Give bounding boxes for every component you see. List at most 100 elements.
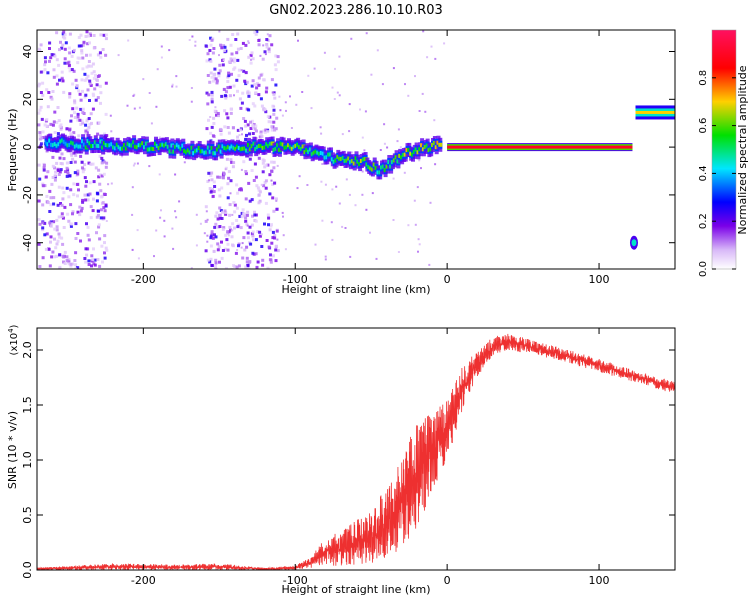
noise-speck xyxy=(344,227,347,229)
noise-speck xyxy=(55,218,59,222)
noise-speck xyxy=(252,123,256,127)
noise-speck xyxy=(96,213,100,217)
noise-speck xyxy=(64,170,68,174)
noise-speck xyxy=(232,84,236,88)
noise-speck xyxy=(68,69,72,73)
noise-speck xyxy=(59,162,63,165)
noise-speck xyxy=(188,39,191,41)
noise-speck xyxy=(163,219,166,222)
noise-speck xyxy=(49,56,53,60)
noise-speck xyxy=(68,95,72,99)
noise-speck xyxy=(220,256,224,260)
colorbar-tick-label: 0.4 xyxy=(698,165,709,181)
noise-speck xyxy=(386,146,389,149)
noise-speck xyxy=(261,263,265,267)
noise-speck xyxy=(136,162,139,165)
noise-speck xyxy=(273,128,277,132)
noise-speck xyxy=(98,237,102,241)
noise-speck xyxy=(62,226,66,229)
noise-speck xyxy=(86,225,90,229)
noise-speck xyxy=(210,125,214,129)
noise-speck xyxy=(85,65,89,69)
noise-speck xyxy=(359,108,361,111)
noise-speck xyxy=(63,36,67,40)
noise-speck xyxy=(88,79,92,83)
noise-speck xyxy=(210,230,214,234)
noise-speck xyxy=(242,212,246,216)
noise-speck xyxy=(269,224,273,228)
noise-speck xyxy=(290,127,293,129)
noise-speck xyxy=(251,234,255,238)
noise-speck xyxy=(320,180,323,183)
noise-speck xyxy=(251,79,255,83)
noise-speck xyxy=(53,227,57,231)
noise-speck xyxy=(69,203,73,207)
noise-speck xyxy=(214,267,218,269)
noise-speck xyxy=(257,188,261,192)
noise-speck xyxy=(259,132,263,136)
noise-speck xyxy=(75,106,79,110)
noise-speck xyxy=(285,109,287,112)
noise-speck xyxy=(74,251,78,255)
noise-speck xyxy=(55,121,59,124)
noise-speck xyxy=(313,67,316,70)
noise-speck xyxy=(60,77,64,81)
noise-speck xyxy=(226,230,230,234)
noise-speck xyxy=(175,216,178,219)
noise-speck xyxy=(98,154,102,158)
noise-speck xyxy=(71,107,75,111)
noise-speck xyxy=(272,108,276,112)
y-tick-label: 2.0 xyxy=(21,341,34,359)
noise-speck xyxy=(418,110,421,112)
noise-speck xyxy=(47,247,50,251)
noise-speck xyxy=(40,136,44,140)
noise-speck xyxy=(264,179,268,183)
noise-speck xyxy=(39,105,43,109)
noise-speck xyxy=(85,119,89,123)
noise-speck xyxy=(99,33,103,37)
noise-speck xyxy=(235,206,239,210)
noise-speck xyxy=(208,80,212,84)
noise-speck xyxy=(54,246,58,250)
noise-speck xyxy=(249,242,253,246)
noise-speck xyxy=(253,213,257,217)
noise-speck xyxy=(86,128,90,131)
noise-speck xyxy=(133,107,136,110)
noise-speck xyxy=(79,209,83,213)
noise-speck xyxy=(397,251,400,253)
noise-speck xyxy=(67,262,71,266)
noise-speck xyxy=(86,198,90,202)
noise-speck xyxy=(81,166,84,170)
noise-speck xyxy=(58,48,61,52)
noise-speck xyxy=(268,228,272,232)
noise-speck xyxy=(212,249,216,253)
noise-speck xyxy=(381,83,384,86)
noise-speck xyxy=(61,254,65,258)
y-tick-label: 1.0 xyxy=(21,451,34,469)
noise-speck xyxy=(160,45,163,48)
noise-speck xyxy=(273,236,277,240)
noise-speck xyxy=(60,212,64,216)
noise-speck xyxy=(66,212,70,216)
noise-speck xyxy=(210,38,214,42)
noise-speck xyxy=(95,199,99,203)
noise-speck xyxy=(228,85,232,89)
noise-speck xyxy=(251,57,255,61)
noise-speck xyxy=(142,78,145,81)
band-core xyxy=(438,142,443,147)
noise-speck xyxy=(63,250,67,254)
noise-speck xyxy=(221,63,225,67)
noise-speck xyxy=(222,44,226,48)
noise-speck xyxy=(99,55,103,59)
noise-speck xyxy=(214,77,218,81)
noise-speck xyxy=(211,194,215,198)
noise-speck xyxy=(62,90,66,94)
noise-speck xyxy=(209,257,213,261)
noise-speck xyxy=(44,247,48,251)
x-tick-label: -200 xyxy=(131,273,156,286)
noise-speck xyxy=(68,174,72,178)
noise-speck xyxy=(259,73,263,77)
noise-speck xyxy=(76,194,79,198)
noise-speck xyxy=(76,172,80,176)
noise-speck xyxy=(92,247,95,251)
